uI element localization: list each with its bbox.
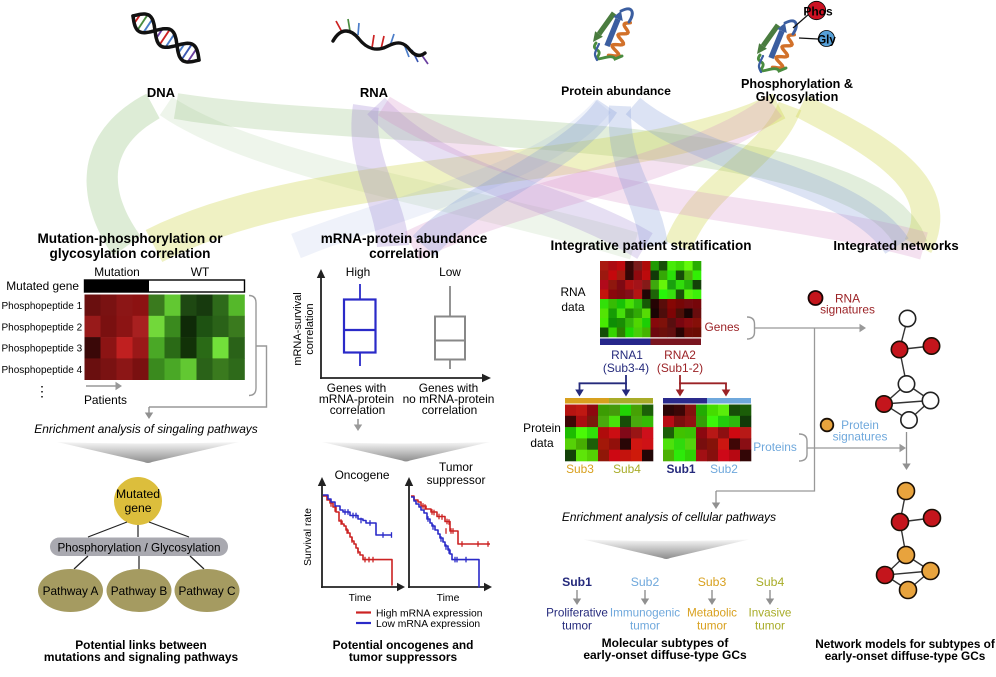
svg-text:Potential links between: Potential links between — [75, 638, 207, 652]
svg-text:early-onset diffuse-type GCs: early-onset diffuse-type GCs — [825, 649, 986, 663]
svg-text:Low mRNA expression: Low mRNA expression — [376, 619, 480, 630]
svg-text:Mutated gene: Mutated gene — [6, 279, 79, 293]
svg-text:RNA1: RNA1 — [611, 348, 643, 362]
svg-text:Integrative patient stratifica: Integrative patient stratification — [550, 238, 751, 253]
svg-text:Potential oncogenes and: Potential oncogenes and — [333, 638, 474, 652]
svg-text:RNA: RNA — [835, 292, 860, 306]
svg-text:Phosphorylation / Glycosylatio: Phosphorylation / Glycosylation — [57, 542, 220, 555]
svg-text:WT: WT — [191, 265, 210, 279]
svg-text:Protein abundance: Protein abundance — [561, 84, 671, 98]
svg-text:Tumor: Tumor — [439, 460, 473, 474]
svg-text:Sub2: Sub2 — [710, 462, 738, 476]
svg-text:Mutated: Mutated — [116, 487, 160, 501]
svg-text:Invasive: Invasive — [749, 607, 792, 620]
svg-text:Sub2: Sub2 — [631, 575, 660, 589]
svg-text:Enrichment analysis of singali: Enrichment analysis of singaling pathway… — [34, 422, 257, 436]
svg-text:Genes with: Genes with — [419, 381, 478, 395]
svg-text:Integrated networks: Integrated networks — [833, 238, 958, 253]
svg-text:RNA2: RNA2 — [664, 348, 696, 362]
svg-text:Mutation: Mutation — [94, 265, 140, 279]
svg-text:Sub1: Sub1 — [562, 575, 592, 589]
svg-text:Glycosylation: Glycosylation — [756, 90, 839, 104]
svg-text:Immunogenic: Immunogenic — [610, 607, 680, 620]
svg-text:signatures: signatures — [833, 430, 888, 444]
svg-text:Time: Time — [437, 593, 460, 604]
svg-text:tumor: tumor — [755, 620, 785, 633]
svg-text:Sub3: Sub3 — [566, 462, 594, 476]
svg-text:Sub4: Sub4 — [613, 462, 641, 476]
svg-text:DNA: DNA — [147, 85, 176, 100]
svg-text:data: data — [561, 300, 585, 314]
svg-text:gene: gene — [124, 501, 151, 515]
svg-text:correlation: correlation — [330, 403, 386, 417]
svg-text:(Sub1-2): (Sub1-2) — [657, 361, 703, 375]
svg-text:Pathway C: Pathway C — [178, 584, 236, 598]
svg-text:High mRNA expression: High mRNA expression — [376, 609, 483, 620]
svg-text:correlation: correlation — [369, 246, 439, 261]
svg-text:Proteins: Proteins — [753, 440, 797, 454]
svg-text:early-onset diffuse-type GCs: early-onset diffuse-type GCs — [583, 648, 747, 662]
svg-text:(Sub3-4): (Sub3-4) — [603, 361, 649, 375]
svg-text:Sub3: Sub3 — [698, 575, 727, 589]
svg-text:correlation: correlation — [304, 303, 316, 354]
svg-text:mRNA-protein: mRNA-protein — [319, 392, 394, 406]
svg-text:mRNA-protein abundance: mRNA-protein abundance — [321, 231, 488, 246]
svg-text:Sub1: Sub1 — [666, 462, 695, 476]
svg-text:Patients: Patients — [84, 393, 127, 407]
svg-text:data: data — [530, 436, 554, 450]
svg-text:Genes with: Genes with — [327, 381, 386, 395]
svg-text:Enrichment analysis of cellula: Enrichment analysis of cellular pathways — [562, 510, 776, 524]
svg-text:Survival rate: Survival rate — [303, 508, 314, 566]
svg-text:RNA: RNA — [560, 285, 585, 299]
svg-text:Phosphopeptide 1: Phosphopeptide 1 — [2, 301, 83, 312]
svg-text:signatures: signatures — [820, 303, 875, 317]
svg-text:mutations and signaling pathwa: mutations and signaling pathways — [44, 650, 239, 664]
svg-text:Sub4: Sub4 — [756, 575, 785, 589]
svg-text:tumor: tumor — [630, 620, 660, 633]
svg-text:Network models for subtypes of: Network models for subtypes of — [815, 637, 995, 651]
svg-text:Phosphopeptide 4: Phosphopeptide 4 — [2, 365, 83, 376]
svg-text:mRNA-survival: mRNA-survival — [292, 292, 304, 365]
svg-text:suppressor: suppressor — [427, 473, 486, 487]
svg-text:tumor: tumor — [562, 620, 592, 633]
svg-text:Oncogene: Oncogene — [335, 468, 390, 482]
svg-text:Phos: Phos — [803, 5, 833, 19]
svg-text:High: High — [346, 265, 370, 279]
svg-text:Metabolic: Metabolic — [687, 607, 737, 620]
svg-text:glycosylation correlation: glycosylation correlation — [50, 246, 211, 261]
svg-text:Phosphopeptide 3: Phosphopeptide 3 — [2, 344, 83, 355]
svg-text:⋮: ⋮ — [35, 383, 49, 399]
svg-text:Low: Low — [439, 265, 461, 279]
svg-text:Proliferative: Proliferative — [546, 607, 608, 620]
svg-text:Protein: Protein — [841, 418, 879, 432]
svg-text:Time: Time — [349, 593, 372, 604]
svg-text:Protein: Protein — [523, 421, 561, 435]
svg-text:Genes: Genes — [704, 320, 739, 334]
svg-text:Molecular subtypes of: Molecular subtypes of — [602, 636, 730, 650]
svg-text:RNA: RNA — [360, 85, 389, 100]
svg-text:no mRNA-protein: no mRNA-protein — [403, 392, 495, 406]
svg-text:Gly: Gly — [817, 35, 836, 47]
svg-text:correlation: correlation — [422, 403, 478, 417]
svg-text:Pathway A: Pathway A — [43, 584, 99, 598]
svg-text:Mutation-phosphorylation or: Mutation-phosphorylation or — [37, 231, 223, 246]
svg-text:Pathway B: Pathway B — [111, 584, 168, 598]
svg-text:tumor: tumor — [697, 620, 727, 633]
svg-text:Phosphorylation &: Phosphorylation & — [741, 77, 853, 91]
svg-text:tumor suppressors: tumor suppressors — [349, 650, 458, 664]
svg-text:Phosphopeptide 2: Phosphopeptide 2 — [2, 322, 83, 333]
